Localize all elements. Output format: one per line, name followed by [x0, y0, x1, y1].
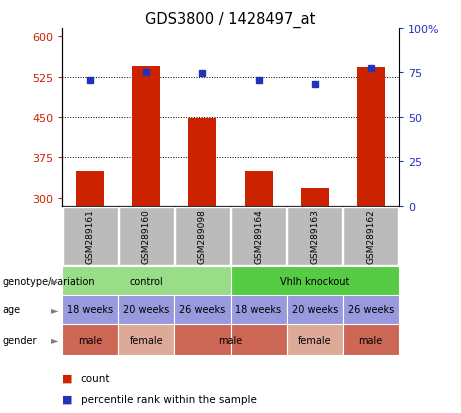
Text: GSM289098: GSM289098 [198, 209, 207, 264]
Bar [287, 324, 343, 355]
Bar [230, 295, 287, 324]
Bar [301, 189, 329, 206]
Text: GSM289163: GSM289163 [310, 209, 319, 264]
Text: 26 weeks: 26 weeks [348, 305, 394, 315]
Text: GSM289162: GSM289162 [366, 209, 375, 264]
Text: 26 weeks: 26 weeks [179, 305, 225, 315]
Bar [174, 324, 230, 355]
Text: male: male [359, 335, 383, 345]
Text: 20 weeks: 20 weeks [123, 305, 170, 315]
Text: percentile rank within the sample: percentile rank within the sample [81, 394, 257, 404]
Bar [118, 295, 174, 324]
Bar [230, 324, 287, 355]
Text: genotype/variation: genotype/variation [2, 276, 95, 286]
Bar [63, 207, 118, 266]
Text: male: male [78, 335, 102, 345]
Text: 18 weeks: 18 weeks [236, 305, 282, 315]
Text: ■: ■ [62, 373, 73, 383]
Text: female: female [130, 335, 163, 345]
Text: 20 weeks: 20 weeks [291, 305, 338, 315]
Title: GDS3800 / 1428497_at: GDS3800 / 1428497_at [145, 12, 316, 28]
Text: GSM289160: GSM289160 [142, 209, 151, 264]
Bar [357, 68, 385, 206]
Bar [62, 295, 118, 324]
Text: female: female [298, 335, 331, 345]
Bar [287, 207, 342, 266]
Bar [132, 66, 160, 206]
Text: count: count [81, 373, 110, 383]
Bar [174, 295, 230, 324]
Text: ►: ► [51, 276, 58, 286]
Text: 18 weeks: 18 weeks [67, 305, 113, 315]
Bar [189, 119, 217, 206]
Bar [287, 295, 343, 324]
Text: gender: gender [2, 335, 37, 345]
Bar [175, 207, 230, 266]
Text: male: male [219, 335, 242, 345]
Bar [230, 266, 399, 295]
Bar [76, 171, 104, 206]
Bar [62, 266, 230, 295]
Text: control: control [130, 276, 163, 286]
Bar [343, 207, 398, 266]
Bar [62, 324, 118, 355]
Bar [118, 324, 174, 355]
Text: ►: ► [51, 305, 58, 315]
Text: GSM289161: GSM289161 [86, 209, 95, 264]
Bar [231, 207, 286, 266]
Text: ■: ■ [62, 394, 73, 404]
Bar [343, 324, 399, 355]
Text: age: age [2, 305, 20, 315]
Text: GSM289164: GSM289164 [254, 209, 263, 264]
Bar [244, 171, 272, 206]
Text: Vhlh knockout: Vhlh knockout [280, 276, 349, 286]
Bar [343, 295, 399, 324]
Text: ►: ► [51, 335, 58, 345]
Bar [119, 207, 174, 266]
